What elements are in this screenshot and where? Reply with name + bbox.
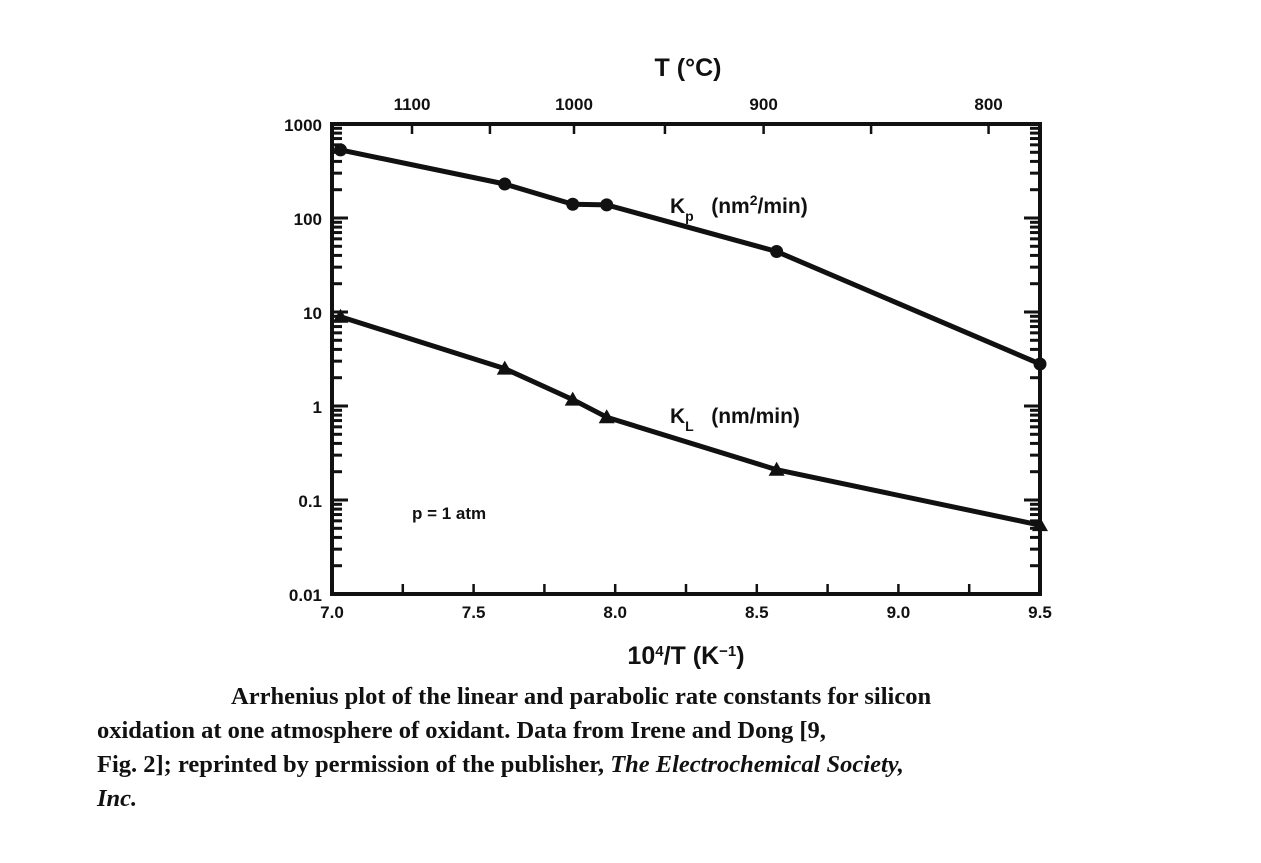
x-axis-title: 104/T (K−1) [627, 642, 744, 670]
data-point-circle [1033, 357, 1047, 371]
pressure-annotation: p = 1 atm [412, 504, 486, 523]
y-tick-label: 1 [313, 398, 322, 417]
y-tick-label: 0.01 [289, 586, 322, 605]
top-tick-label: 800 [974, 95, 1002, 114]
top-tick-label: 900 [749, 95, 777, 114]
series-label-1: KL (nm/min) [670, 405, 800, 434]
x-tick-label: 9.0 [887, 603, 911, 622]
caption-line-4: Inc. [97, 785, 138, 812]
caption-publisher: The Electrochemical Society, [610, 751, 904, 778]
data-point-circle [600, 198, 614, 212]
arrhenius-chart: 7.0 7.5 8.0 8.5 9.0 9.5 1000 100 10 1 0.1 0.01 1100 1… [284, 54, 1052, 670]
series-line-0 [339, 147, 1041, 367]
caption-line-2: oxidation at one atmosphere of oxidant. … [97, 717, 826, 744]
data-point-triangle [1032, 517, 1048, 532]
data-point-triangle [768, 461, 785, 476]
data-point-triangle [496, 360, 513, 375]
top-tick-label: 1100 [394, 95, 431, 114]
plot-frame [330, 122, 1042, 596]
series-line-1 [339, 314, 1041, 528]
data-point-circle [498, 177, 512, 191]
data-point-circle [333, 143, 347, 157]
x-tick-label: 7.0 [320, 603, 344, 622]
y-tick-label: 10 [303, 304, 322, 323]
data-point-circle [770, 245, 784, 259]
data-point-triangle [598, 409, 615, 424]
data-point-circle [566, 197, 580, 211]
y-tick-label: 100 [294, 210, 322, 229]
y-tick-label: 0.1 [298, 492, 322, 511]
x-tick-label: 7.5 [462, 603, 486, 622]
x-tick-label: 8.0 [603, 603, 627, 622]
figure-caption: Arrhenius plot of the linear and parabol… [97, 680, 1221, 816]
data-point-triangle [564, 391, 581, 406]
caption-line-3: Fig. 2]; reprinted by permission of the … [97, 751, 611, 778]
x-tick-label: 8.5 [745, 603, 769, 622]
y-tick-label: 1000 [284, 116, 322, 135]
series-label-0: Kp (nm2/min) [670, 192, 808, 224]
plot-labels: 7.0 7.5 8.0 8.5 9.0 9.5 1000 100 10 1 0.1 0.01 1100 1… [284, 54, 1052, 670]
top-tick-label: 1000 [555, 95, 593, 114]
plot-series [332, 143, 1048, 532]
data-point-triangle [332, 308, 349, 323]
x-tick-label: 9.5 [1028, 603, 1052, 622]
plot-axes [330, 122, 1042, 596]
caption-line-1: Arrhenius plot of the linear and parabol… [231, 683, 932, 710]
top-axis-title: T (°C) [655, 54, 722, 82]
